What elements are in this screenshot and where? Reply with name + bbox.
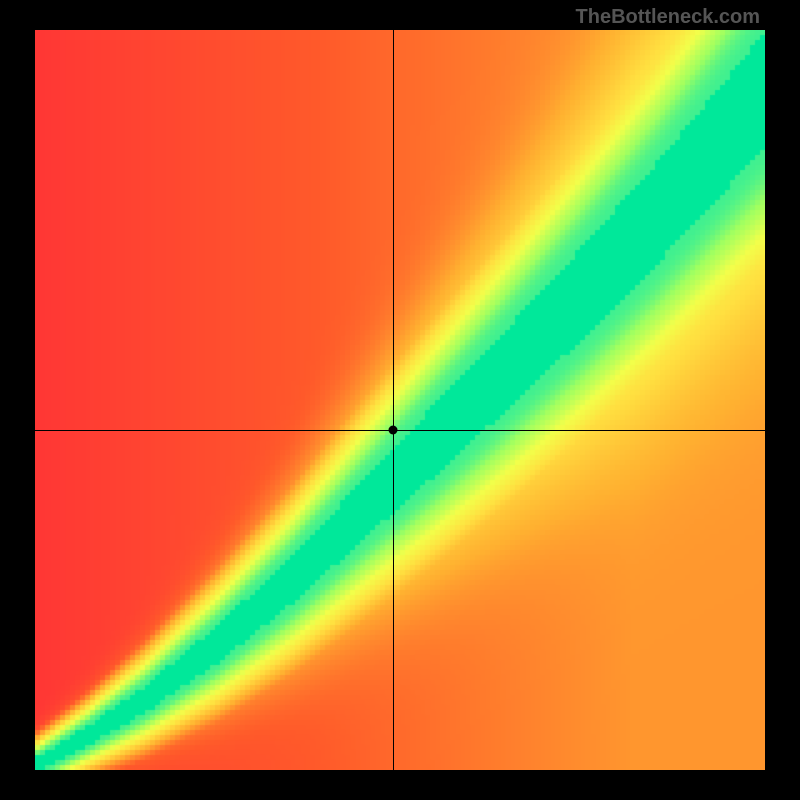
watermark-text: TheBottleneck.com (576, 6, 760, 29)
crosshair-marker (388, 425, 397, 434)
crosshair-horizontal (35, 430, 765, 431)
heatmap-plot (35, 30, 765, 770)
heatmap-canvas (35, 30, 765, 770)
crosshair-vertical (393, 30, 394, 770)
